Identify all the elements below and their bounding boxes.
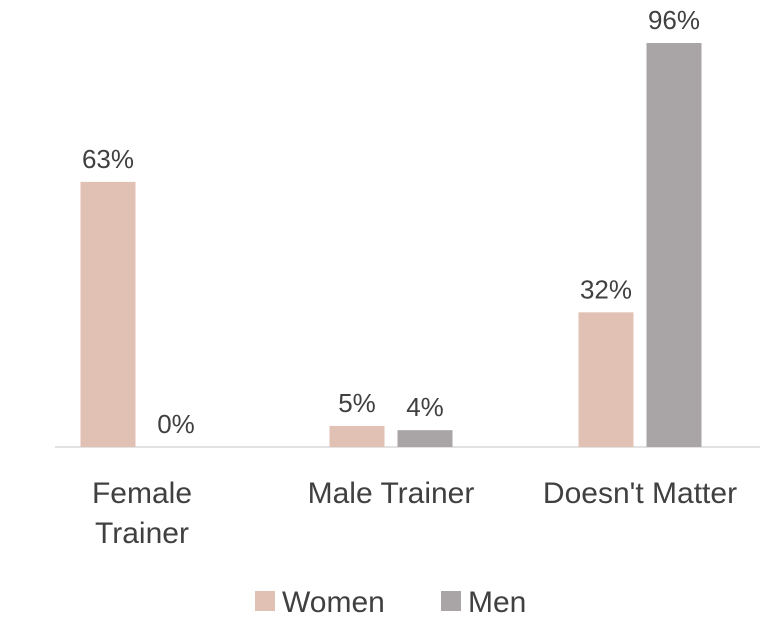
data-label: 96% (648, 5, 700, 35)
x-tick-label: Female Trainer (91, 477, 193, 550)
x-tick-label: Doesn't Matter (542, 477, 738, 510)
bar (329, 425, 385, 447)
data-label: 0% (157, 409, 195, 439)
legend-label: Men (468, 586, 526, 617)
legend-label: Women (282, 586, 385, 617)
bar (397, 430, 453, 447)
data-label: 32% (580, 274, 632, 304)
data-label: 5% (338, 388, 376, 418)
data-label: 63% (82, 144, 134, 174)
data-label: 4% (406, 392, 444, 422)
legend-swatch (255, 591, 275, 611)
x-tick-label: Male Trainer (307, 477, 475, 510)
legend-swatch (441, 591, 461, 611)
bar (646, 43, 702, 447)
bar (578, 312, 634, 447)
bar (80, 181, 136, 447)
